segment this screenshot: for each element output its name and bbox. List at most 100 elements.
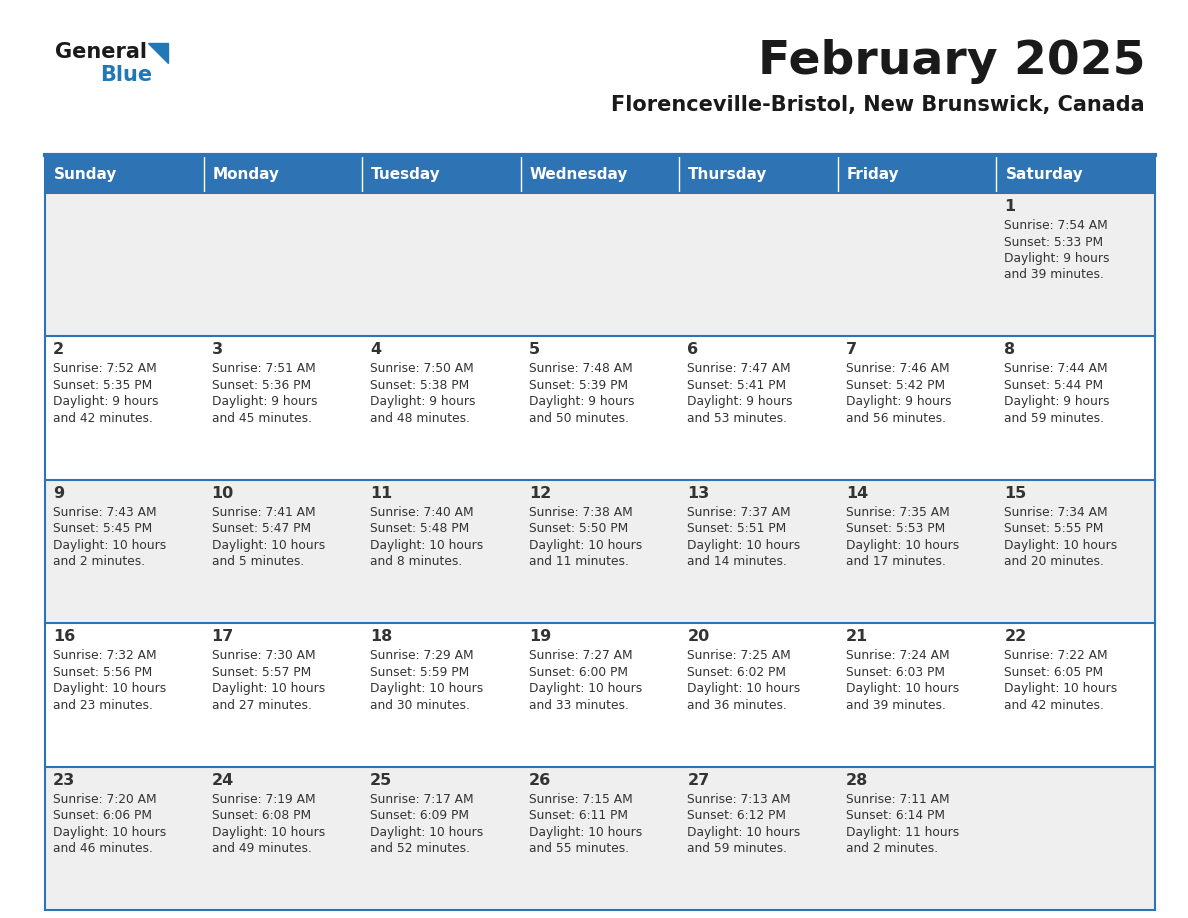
- Text: Sunset: 5:38 PM: Sunset: 5:38 PM: [371, 379, 469, 392]
- Text: Sunset: 6:09 PM: Sunset: 6:09 PM: [371, 809, 469, 823]
- Text: General: General: [55, 42, 147, 62]
- Bar: [45, 623, 1155, 767]
- Text: Daylight: 10 hours: Daylight: 10 hours: [53, 825, 166, 839]
- Text: 18: 18: [371, 629, 392, 644]
- Text: Daylight: 10 hours: Daylight: 10 hours: [688, 539, 801, 552]
- Text: and 5 minutes.: and 5 minutes.: [211, 555, 304, 568]
- Text: Daylight: 9 hours: Daylight: 9 hours: [529, 396, 634, 409]
- Text: Sunrise: 7:20 AM: Sunrise: 7:20 AM: [53, 792, 157, 806]
- Text: and 52 minutes.: and 52 minutes.: [371, 842, 470, 855]
- Text: Daylight: 10 hours: Daylight: 10 hours: [371, 539, 484, 552]
- Text: Sunrise: 7:47 AM: Sunrise: 7:47 AM: [688, 363, 791, 375]
- Text: Sunset: 5:35 PM: Sunset: 5:35 PM: [53, 379, 152, 392]
- Text: Sunrise: 7:19 AM: Sunrise: 7:19 AM: [211, 792, 315, 806]
- Text: Daylight: 10 hours: Daylight: 10 hours: [1004, 539, 1118, 552]
- Text: Sunset: 5:44 PM: Sunset: 5:44 PM: [1004, 379, 1104, 392]
- Text: February 2025: February 2025: [758, 39, 1145, 84]
- Text: 2: 2: [53, 342, 64, 357]
- Text: Sunset: 6:05 PM: Sunset: 6:05 PM: [1004, 666, 1104, 678]
- Text: Daylight: 9 hours: Daylight: 9 hours: [846, 396, 952, 409]
- Text: and 46 minutes.: and 46 minutes.: [53, 842, 153, 855]
- Text: Daylight: 10 hours: Daylight: 10 hours: [53, 682, 166, 695]
- Text: 14: 14: [846, 486, 868, 501]
- Text: Daylight: 9 hours: Daylight: 9 hours: [1004, 252, 1110, 265]
- Text: Sunrise: 7:22 AM: Sunrise: 7:22 AM: [1004, 649, 1108, 662]
- Text: Sunrise: 7:17 AM: Sunrise: 7:17 AM: [371, 792, 474, 806]
- Bar: [45, 155, 203, 193]
- Text: 19: 19: [529, 629, 551, 644]
- Text: Sunrise: 7:41 AM: Sunrise: 7:41 AM: [211, 506, 315, 519]
- Text: Daylight: 10 hours: Daylight: 10 hours: [688, 682, 801, 695]
- Text: Tuesday: Tuesday: [371, 166, 441, 182]
- Bar: [362, 155, 520, 193]
- Text: Sunrise: 7:24 AM: Sunrise: 7:24 AM: [846, 649, 949, 662]
- Text: Sunrise: 7:40 AM: Sunrise: 7:40 AM: [371, 506, 474, 519]
- Text: Sunrise: 7:13 AM: Sunrise: 7:13 AM: [688, 792, 791, 806]
- Text: 9: 9: [53, 486, 64, 501]
- Text: Daylight: 10 hours: Daylight: 10 hours: [529, 539, 642, 552]
- Text: and 30 minutes.: and 30 minutes.: [371, 699, 470, 711]
- Text: Daylight: 10 hours: Daylight: 10 hours: [846, 682, 959, 695]
- Text: Daylight: 9 hours: Daylight: 9 hours: [688, 396, 792, 409]
- Text: Sunrise: 7:43 AM: Sunrise: 7:43 AM: [53, 506, 157, 519]
- Text: and 23 minutes.: and 23 minutes.: [53, 699, 153, 711]
- Bar: [997, 155, 1155, 193]
- Text: and 27 minutes.: and 27 minutes.: [211, 699, 311, 711]
- Text: Sunrise: 7:54 AM: Sunrise: 7:54 AM: [1004, 219, 1108, 232]
- Text: Sunrise: 7:52 AM: Sunrise: 7:52 AM: [53, 363, 157, 375]
- Text: 17: 17: [211, 629, 234, 644]
- Text: 28: 28: [846, 773, 868, 788]
- Text: and 8 minutes.: and 8 minutes.: [371, 555, 462, 568]
- Text: Daylight: 9 hours: Daylight: 9 hours: [1004, 396, 1110, 409]
- Text: Daylight: 10 hours: Daylight: 10 hours: [1004, 682, 1118, 695]
- Text: Sunrise: 7:44 AM: Sunrise: 7:44 AM: [1004, 363, 1108, 375]
- Text: and 59 minutes.: and 59 minutes.: [1004, 412, 1105, 425]
- Text: and 53 minutes.: and 53 minutes.: [688, 412, 788, 425]
- Bar: [45, 480, 1155, 623]
- Text: Daylight: 10 hours: Daylight: 10 hours: [211, 825, 324, 839]
- Text: Daylight: 11 hours: Daylight: 11 hours: [846, 825, 959, 839]
- Text: Sunset: 6:14 PM: Sunset: 6:14 PM: [846, 809, 944, 823]
- Text: 6: 6: [688, 342, 699, 357]
- Text: Friday: Friday: [847, 166, 899, 182]
- Text: 22: 22: [1004, 629, 1026, 644]
- Text: Sunset: 6:12 PM: Sunset: 6:12 PM: [688, 809, 786, 823]
- Text: Wednesday: Wednesday: [530, 166, 628, 182]
- Text: 11: 11: [371, 486, 392, 501]
- Text: Sunrise: 7:27 AM: Sunrise: 7:27 AM: [529, 649, 632, 662]
- Text: Sunrise: 7:46 AM: Sunrise: 7:46 AM: [846, 363, 949, 375]
- Text: Sunrise: 7:25 AM: Sunrise: 7:25 AM: [688, 649, 791, 662]
- Text: Sunset: 5:50 PM: Sunset: 5:50 PM: [529, 522, 628, 535]
- Polygon shape: [148, 43, 168, 63]
- Text: Daylight: 10 hours: Daylight: 10 hours: [211, 539, 324, 552]
- Text: Sunset: 5:47 PM: Sunset: 5:47 PM: [211, 522, 311, 535]
- Text: Daylight: 9 hours: Daylight: 9 hours: [53, 396, 158, 409]
- Text: Daylight: 10 hours: Daylight: 10 hours: [529, 682, 642, 695]
- Text: Sunset: 6:03 PM: Sunset: 6:03 PM: [846, 666, 944, 678]
- Text: and 42 minutes.: and 42 minutes.: [53, 412, 153, 425]
- Text: Daylight: 10 hours: Daylight: 10 hours: [371, 682, 484, 695]
- Text: Daylight: 10 hours: Daylight: 10 hours: [846, 539, 959, 552]
- Bar: [45, 767, 1155, 910]
- Text: and 59 minutes.: and 59 minutes.: [688, 842, 788, 855]
- Text: Sunset: 5:39 PM: Sunset: 5:39 PM: [529, 379, 627, 392]
- Text: Sunset: 6:00 PM: Sunset: 6:00 PM: [529, 666, 627, 678]
- Text: Sunset: 5:57 PM: Sunset: 5:57 PM: [211, 666, 311, 678]
- Text: and 50 minutes.: and 50 minutes.: [529, 412, 628, 425]
- Text: Sunrise: 7:50 AM: Sunrise: 7:50 AM: [371, 363, 474, 375]
- Text: 3: 3: [211, 342, 222, 357]
- Text: Sunset: 5:33 PM: Sunset: 5:33 PM: [1004, 236, 1104, 249]
- Text: and 39 minutes.: and 39 minutes.: [1004, 268, 1105, 282]
- Text: Sunrise: 7:48 AM: Sunrise: 7:48 AM: [529, 363, 632, 375]
- Text: 5: 5: [529, 342, 539, 357]
- Bar: [203, 155, 362, 193]
- Text: and 39 minutes.: and 39 minutes.: [846, 699, 946, 711]
- Text: Saturday: Saturday: [1005, 166, 1083, 182]
- Text: 1: 1: [1004, 199, 1016, 214]
- Text: Sunset: 6:11 PM: Sunset: 6:11 PM: [529, 809, 627, 823]
- Text: Sunrise: 7:37 AM: Sunrise: 7:37 AM: [688, 506, 791, 519]
- Text: 10: 10: [211, 486, 234, 501]
- Text: 24: 24: [211, 773, 234, 788]
- Text: 7: 7: [846, 342, 857, 357]
- Bar: [45, 336, 1155, 480]
